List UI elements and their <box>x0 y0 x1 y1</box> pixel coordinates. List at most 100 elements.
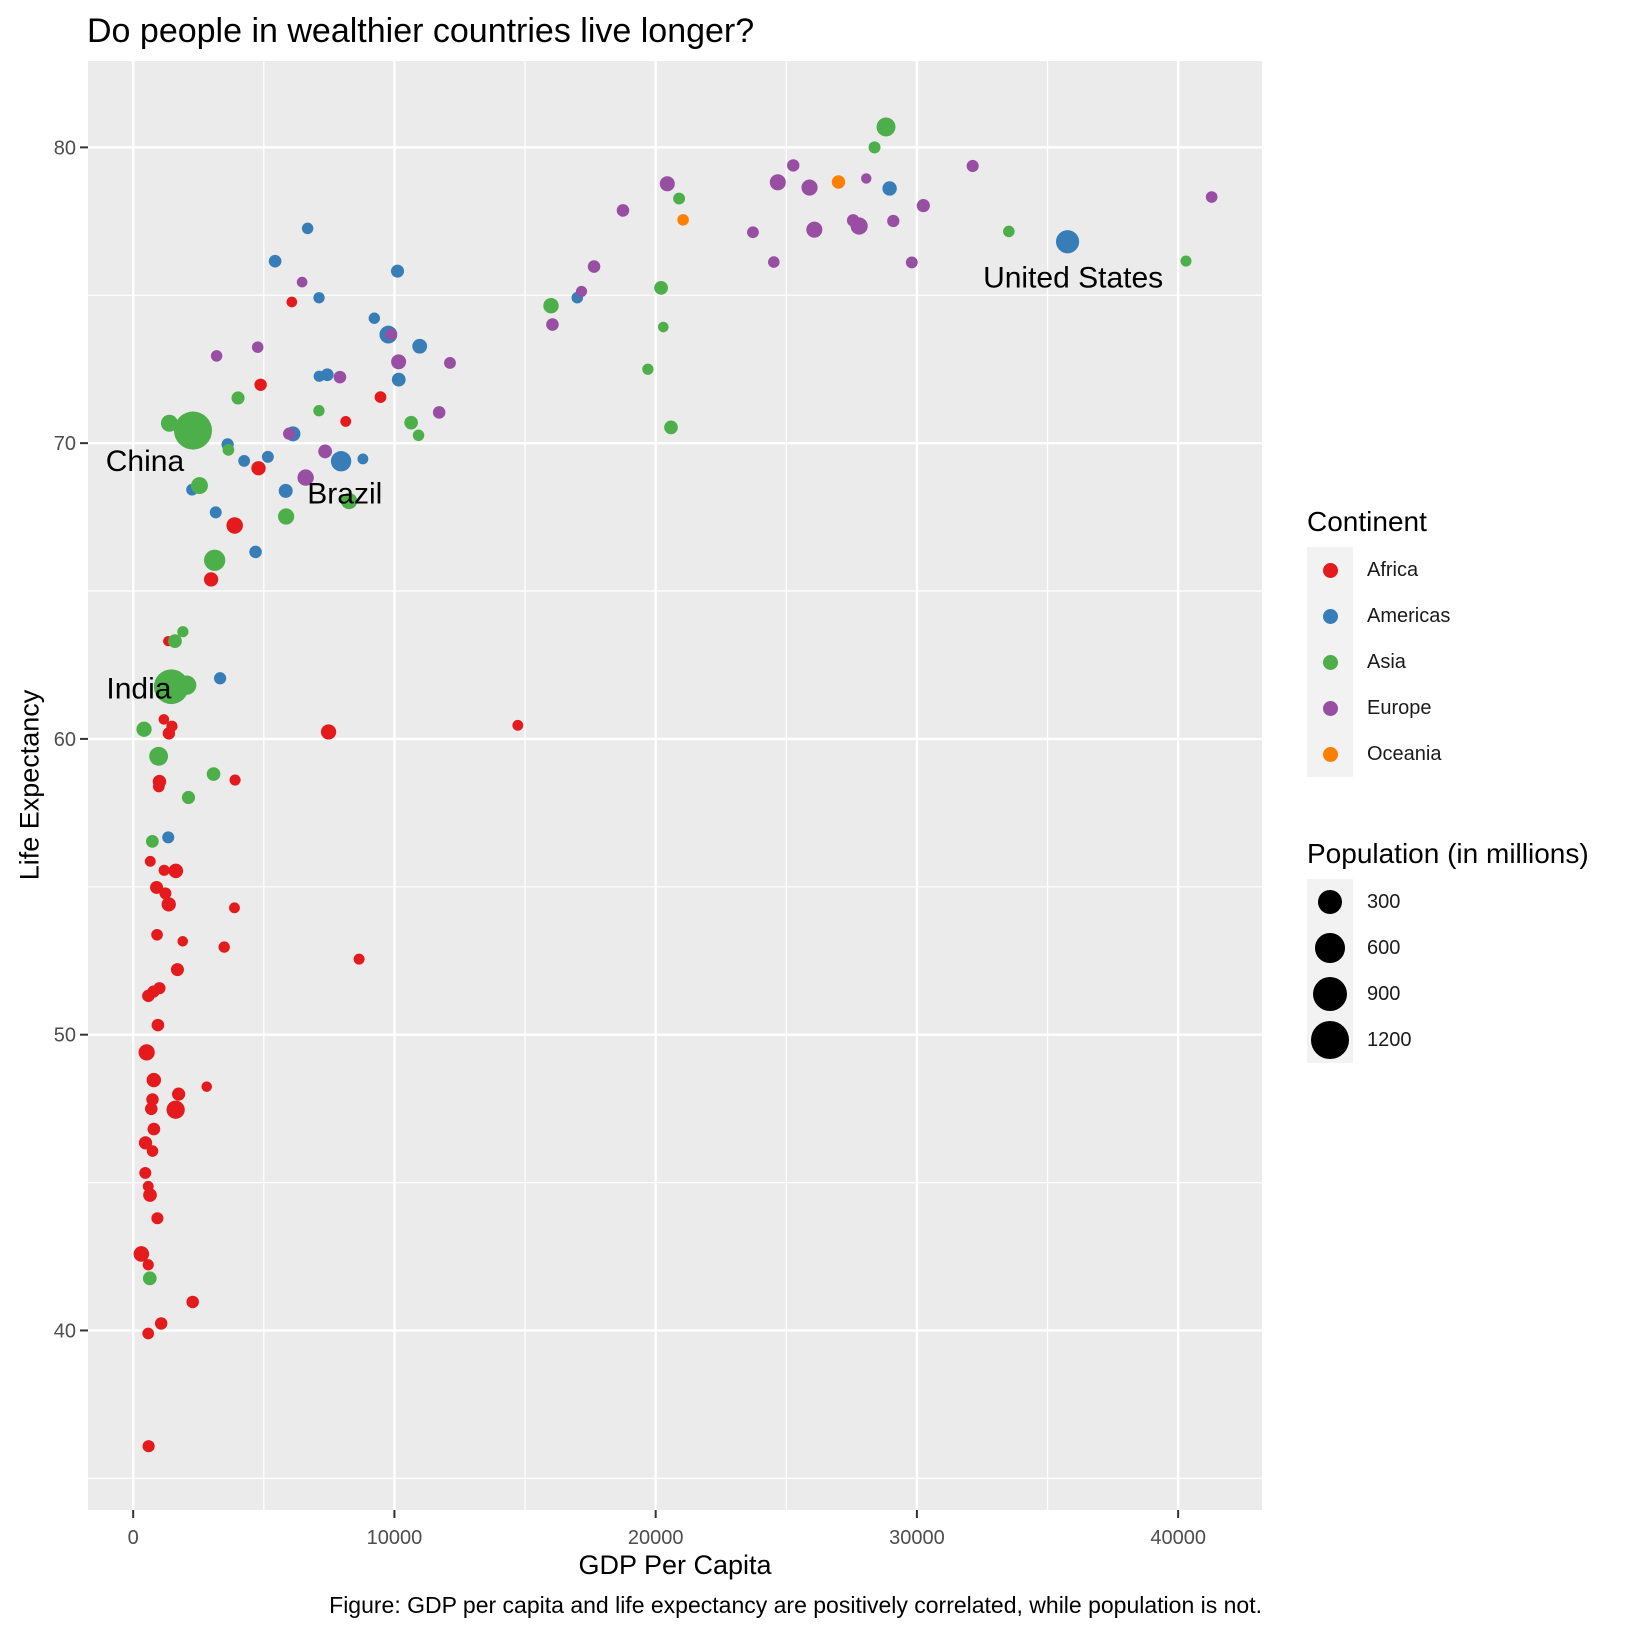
data-point <box>642 363 654 375</box>
data-point <box>238 454 251 467</box>
legend-continent: Continent Africa Americas Asia Europe Oceani… <box>1307 506 1450 777</box>
data-point <box>158 864 170 876</box>
data-point <box>142 989 155 1003</box>
data-point <box>444 357 456 369</box>
data-point <box>412 429 425 442</box>
data-point <box>512 719 524 731</box>
data-point <box>374 391 387 404</box>
data-point <box>158 714 170 725</box>
data-point <box>139 1166 152 1179</box>
data-point <box>659 176 675 192</box>
y-tick-label: 70 <box>54 433 76 455</box>
legend-item: Oceania <box>1307 731 1450 777</box>
data-point <box>206 767 221 781</box>
country-label: India <box>106 673 171 706</box>
legend-key <box>1307 731 1353 777</box>
data-point <box>368 312 381 324</box>
legend-item: Europe <box>1307 685 1450 731</box>
data-point <box>222 444 235 456</box>
data-point <box>340 492 358 510</box>
x-tick-label: 0 <box>128 1527 139 1549</box>
size-dot-icon <box>1313 977 1347 1011</box>
data-point <box>333 370 347 384</box>
data-point <box>254 378 267 391</box>
legend-item: 1200 <box>1307 1017 1589 1063</box>
data-point <box>850 217 868 235</box>
legend-item-label: 900 <box>1367 982 1401 1005</box>
legend-item: Asia <box>1307 639 1450 685</box>
y-axis-title: Life Expectancy <box>14 689 45 881</box>
data-point <box>546 318 559 331</box>
data-point <box>1055 230 1080 254</box>
data-point <box>191 477 208 495</box>
data-point <box>806 221 823 238</box>
data-point <box>160 414 178 432</box>
data-point <box>404 415 418 430</box>
data-point <box>168 863 184 879</box>
size-dot-icon <box>1315 933 1345 963</box>
legend-key <box>1307 685 1353 731</box>
legend-item: Americas <box>1307 593 1450 639</box>
data-point <box>801 179 818 196</box>
data-point <box>136 721 152 737</box>
data-point <box>161 897 176 912</box>
data-point <box>1205 191 1218 203</box>
size-dot-icon <box>1318 890 1342 914</box>
data-point <box>677 214 689 226</box>
legend-size: Population (in millions) 300 600 900 1200 <box>1307 838 1589 1063</box>
data-point <box>575 285 588 297</box>
data-point <box>787 159 800 172</box>
data-point <box>249 545 262 559</box>
legend-item-label: Asia <box>1367 650 1406 673</box>
data-point <box>340 415 352 427</box>
y-tick-label: 40 <box>54 1320 76 1342</box>
country-label: United States <box>983 262 1163 295</box>
x-tick-label: 40000 <box>1150 1527 1206 1549</box>
legend-key <box>1307 593 1353 639</box>
data-point <box>1003 225 1015 238</box>
legend-key <box>1307 547 1353 593</box>
data-point <box>172 1087 186 1101</box>
data-point <box>146 1145 159 1157</box>
data-point <box>142 1259 154 1271</box>
data-point <box>876 117 896 137</box>
data-point <box>177 675 197 695</box>
oceania-dot-icon <box>1322 746 1338 762</box>
legend-item-label: 300 <box>1367 890 1401 913</box>
data-point <box>168 634 182 649</box>
data-point <box>142 1440 155 1453</box>
data-point <box>138 1044 155 1061</box>
data-point <box>146 1072 162 1088</box>
data-point <box>162 727 176 740</box>
asia-dot-icon <box>1322 654 1338 670</box>
data-point <box>142 1271 157 1286</box>
data-point <box>186 1295 199 1309</box>
data-point <box>966 159 979 173</box>
plot-title: Do people in wealthier countries live lo… <box>87 12 755 50</box>
legend-key <box>1307 639 1353 685</box>
data-point <box>286 296 298 308</box>
data-point <box>301 222 314 235</box>
legend-item-label: 1200 <box>1367 1028 1412 1051</box>
data-point <box>146 1093 159 1106</box>
data-point <box>170 963 184 977</box>
data-point <box>166 1100 185 1119</box>
data-point <box>142 1327 155 1340</box>
data-point <box>768 256 780 268</box>
data-point <box>151 1018 165 1032</box>
data-point <box>218 941 230 953</box>
data-point <box>887 214 900 228</box>
data-point <box>1180 255 1192 267</box>
y-tick-label: 80 <box>54 137 76 159</box>
data-point <box>831 175 846 189</box>
data-point <box>357 453 369 465</box>
data-point <box>209 506 222 519</box>
data-point <box>390 264 405 278</box>
data-point <box>162 831 175 844</box>
data-point <box>210 350 223 362</box>
data-point <box>203 572 219 587</box>
data-point <box>231 391 245 405</box>
data-point <box>769 174 786 191</box>
